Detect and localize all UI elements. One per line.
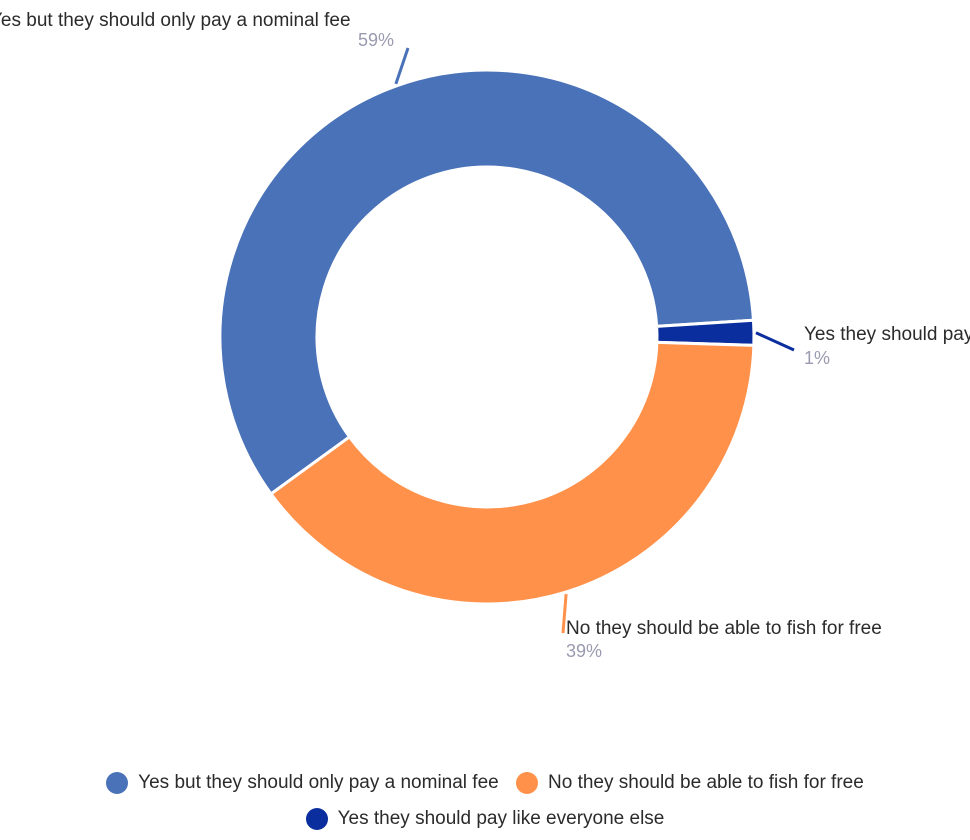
slice-percent-pay-like-everyone: 1%	[804, 348, 830, 368]
donut-chart: Yes but they should only pay a nominal f…	[0, 10, 970, 661]
slice-percent-nominal-fee: 59%	[358, 30, 394, 50]
labels-group: Yes but they should only pay a nominal f…	[0, 10, 970, 661]
legend-swatch-pay-like-everyone	[305, 808, 328, 830]
legend: Yes but they should only pay a nominal f…	[0, 768, 970, 840]
legend-label-nominal-fee: Yes but they should only pay a nominal f…	[138, 772, 499, 793]
slice-label-nominal-fee: Yes but they should only pay a nominal f…	[0, 10, 351, 31]
legend-item-nominal-fee[interactable]: Yes but they should only pay a nominal f…	[106, 768, 499, 798]
legend-item-fish-free[interactable]: No they should be able to fish for free	[516, 768, 864, 798]
leader-line-pay-like-everyone	[755, 331, 795, 352]
legend-swatch-fish-free	[516, 772, 538, 794]
slice-nominal-fee[interactable]	[218, 68, 756, 497]
legend-label-fish-free: No they should be able to fish for free	[548, 772, 864, 793]
slice-label-fish-free: No they should be able to fish for free	[566, 618, 882, 639]
legend-row-2: Yes they should pay like everyone else	[0, 804, 970, 840]
legend-label-pay-like-everyone: Yes they should pay like everyone else	[337, 808, 665, 829]
legend-item-pay-like-everyone[interactable]: Yes they should pay like everyone else	[305, 804, 665, 834]
legend-swatch-nominal-fee	[106, 772, 129, 794]
legend-row-1: Yes but they should only pay a nominal f…	[0, 768, 970, 804]
leader-line-nominal-fee	[394, 47, 410, 85]
slice-label-pay-like-everyone: Yes they should pay like everyone else	[804, 324, 970, 345]
slices-group	[218, 68, 756, 606]
slice-percent-fish-free: 39%	[566, 641, 602, 661]
leader-line-fish-free	[561, 593, 568, 634]
slice-fish-free[interactable]	[268, 340, 756, 606]
